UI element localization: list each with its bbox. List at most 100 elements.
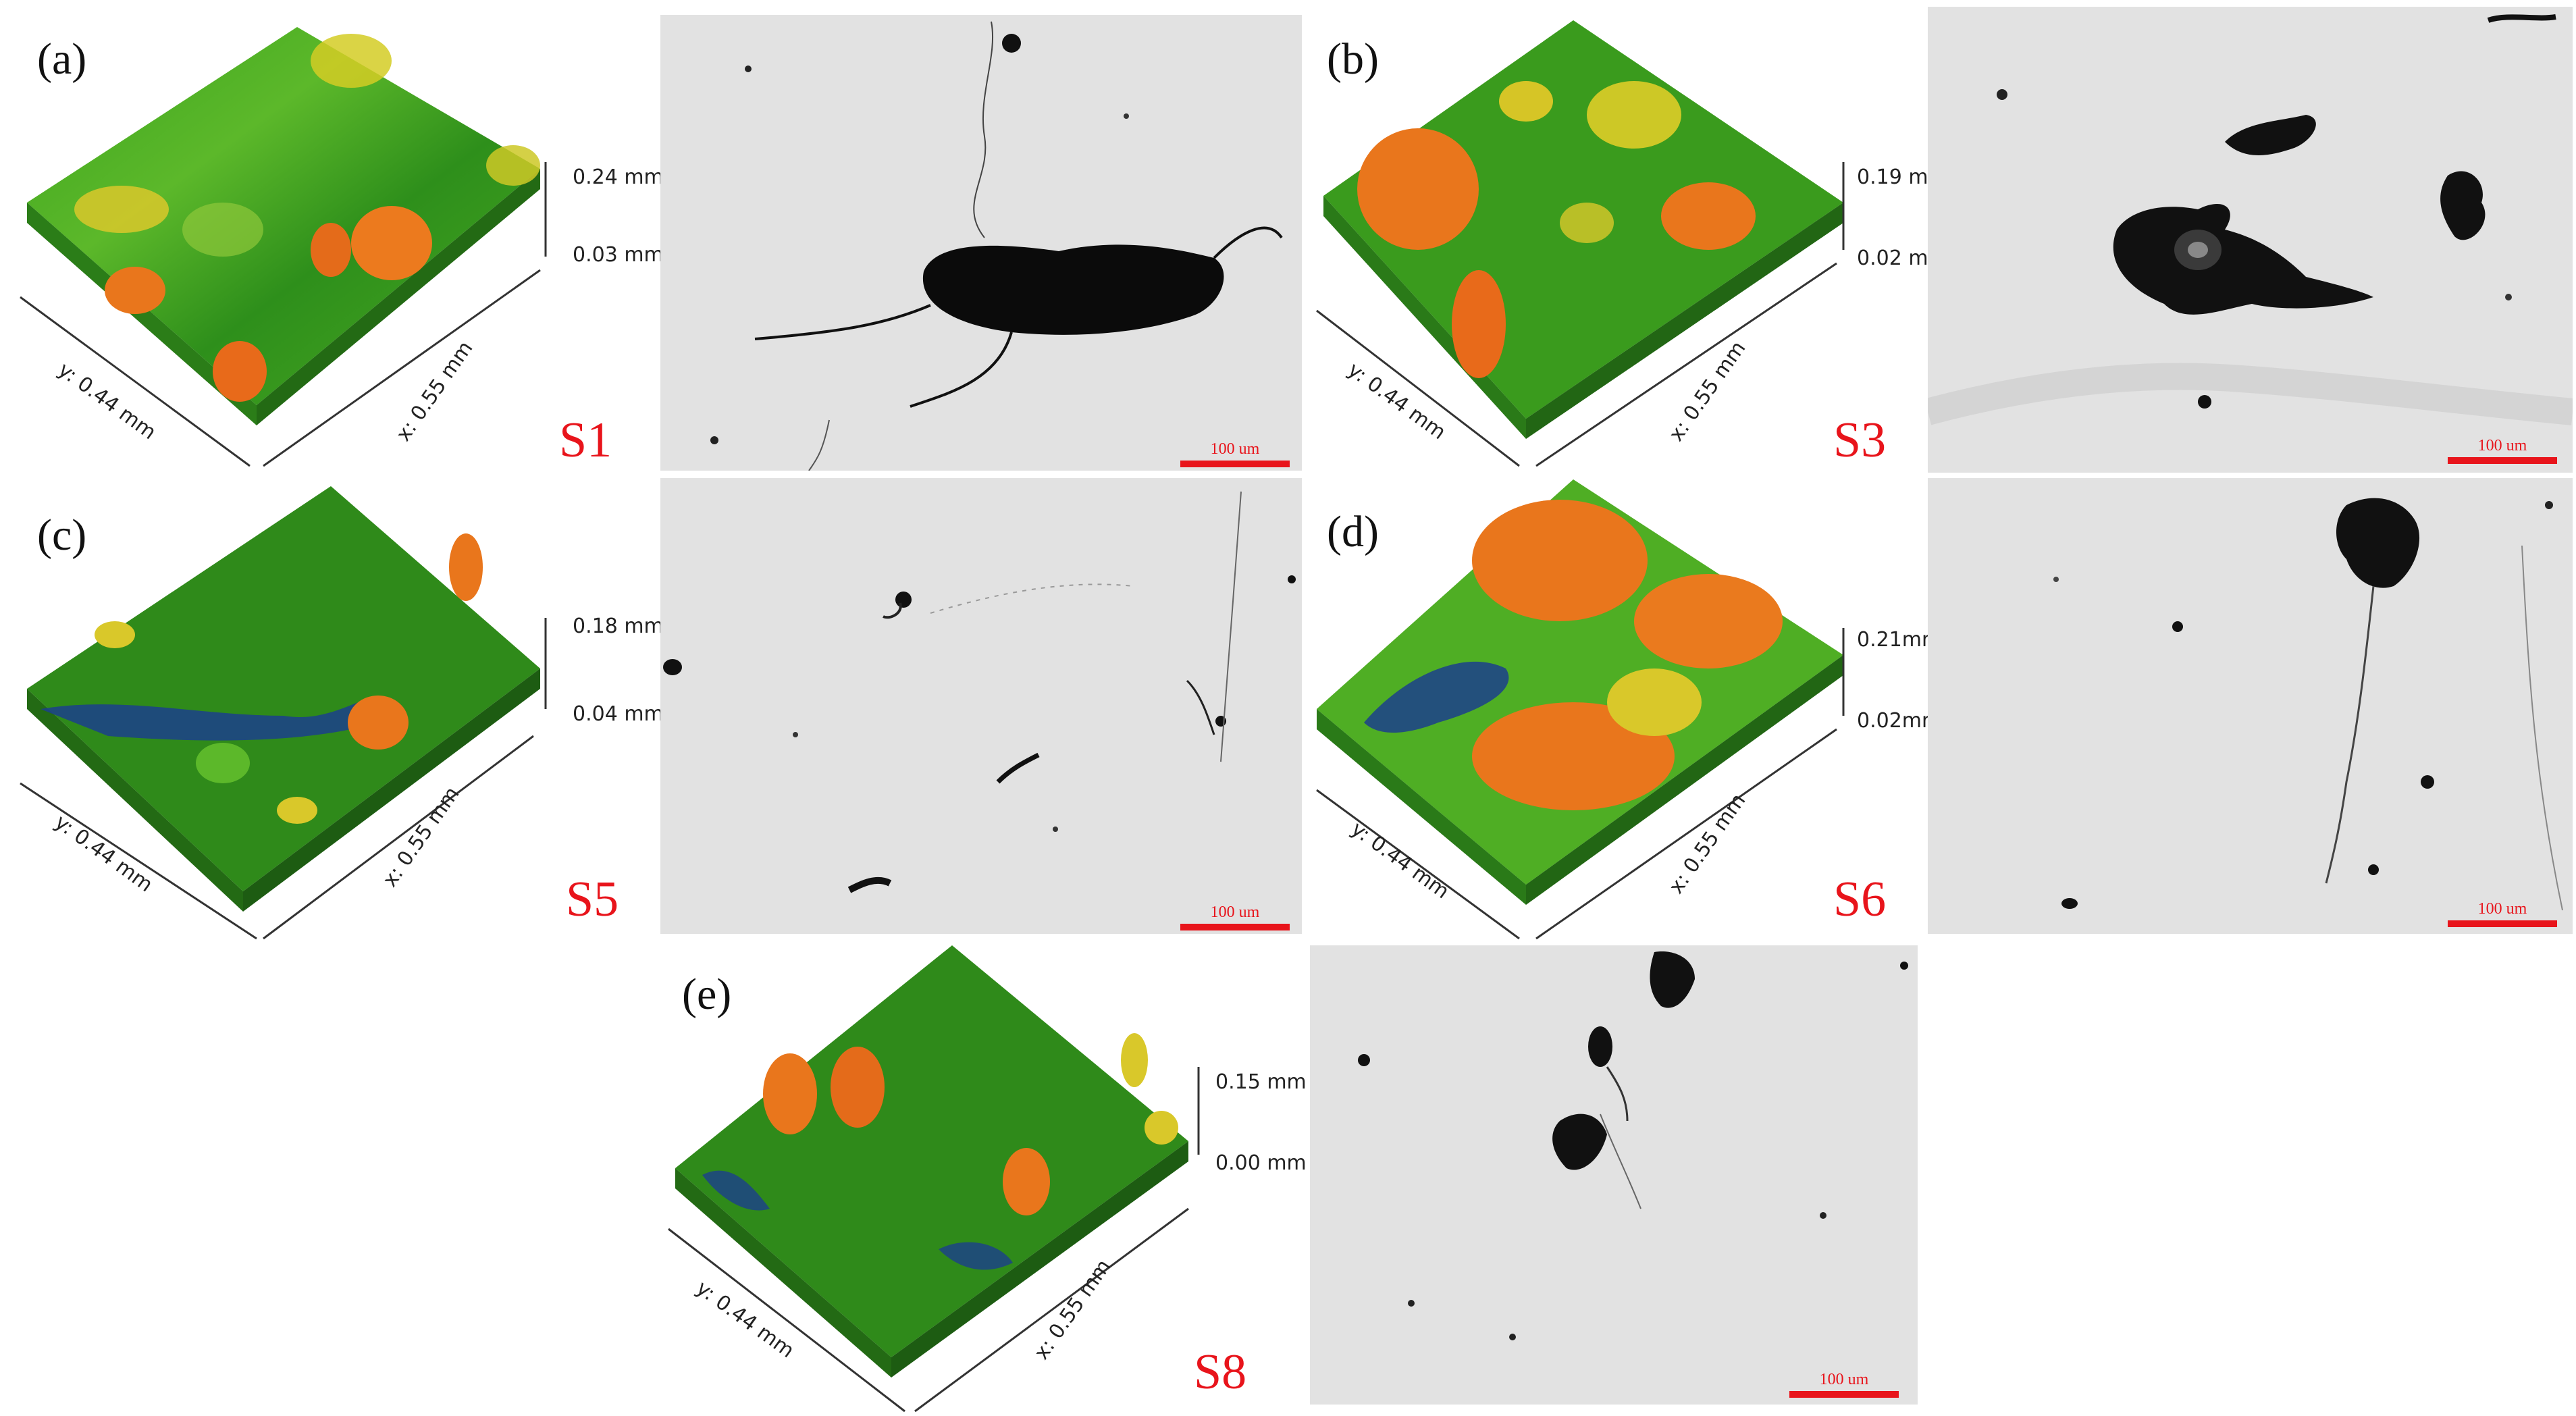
height-region bbox=[182, 203, 263, 257]
crack bbox=[973, 21, 994, 238]
scale-bar bbox=[2448, 920, 2557, 927]
defect bbox=[2053, 577, 2059, 582]
surface-plot-svg bbox=[1316, 20, 1845, 467]
scale-bar-label: 100 um bbox=[1819, 1371, 1869, 1388]
surface-plot-3d bbox=[648, 939, 1310, 1416]
height-region bbox=[1607, 668, 1702, 736]
defect bbox=[1650, 951, 1695, 1008]
height-peak bbox=[348, 696, 409, 750]
defect bbox=[2198, 395, 2211, 409]
crack bbox=[1220, 491, 1242, 762]
panel-a: (a) 0.24 mm 0.03 mm y: 0.4 bbox=[0, 0, 664, 479]
x-axis-line bbox=[1535, 262, 1837, 467]
defect bbox=[663, 659, 682, 675]
defect bbox=[847, 876, 892, 893]
defect bbox=[1588, 1026, 1612, 1067]
height-peak bbox=[1472, 702, 1675, 810]
y-axis-line bbox=[20, 296, 251, 467]
height-low bbox=[1364, 661, 1509, 733]
defect bbox=[2505, 294, 2512, 300]
crack bbox=[1606, 1066, 1629, 1122]
crack bbox=[754, 226, 1283, 408]
x-axis-line bbox=[914, 1207, 1189, 1413]
height-peak bbox=[1357, 128, 1479, 250]
defect bbox=[2368, 864, 2379, 875]
height-peak bbox=[311, 223, 351, 277]
surface bbox=[27, 486, 540, 891]
crack bbox=[2325, 585, 2375, 884]
surface bbox=[675, 945, 1188, 1357]
height-peak bbox=[1472, 500, 1648, 621]
defect bbox=[922, 244, 1224, 335]
micrograph: 100 um bbox=[1928, 7, 2573, 473]
panel-letter: (e) bbox=[682, 970, 732, 1019]
defect bbox=[1288, 575, 1296, 583]
height-region bbox=[1499, 81, 1553, 122]
scale-bar bbox=[2448, 457, 2557, 464]
surface-plot-3d bbox=[1303, 0, 1931, 479]
height-peak bbox=[763, 1053, 817, 1134]
surface bbox=[27, 27, 540, 405]
crack bbox=[1186, 679, 1215, 735]
z-bottom-label: 0.03 mm bbox=[573, 243, 664, 267]
surface-side bbox=[257, 169, 540, 425]
panel-letter: (a) bbox=[37, 34, 87, 84]
height-region bbox=[1560, 203, 1614, 243]
height-peak bbox=[449, 533, 483, 601]
scale-bar-label: 100 um bbox=[2477, 900, 2527, 918]
height-region bbox=[95, 621, 135, 648]
surface-side bbox=[243, 668, 540, 912]
scale-bar-label: 100 um bbox=[1210, 440, 1260, 458]
height-region bbox=[1121, 1033, 1148, 1087]
surface-side bbox=[1526, 203, 1843, 439]
y-axis-line bbox=[20, 782, 257, 940]
micrograph-svg bbox=[2053, 498, 2563, 911]
scratch bbox=[2521, 545, 2563, 911]
y-axis-line bbox=[1316, 789, 1520, 940]
surface-plot-3d bbox=[1303, 473, 1931, 945]
micrograph: 100 um bbox=[660, 478, 1302, 934]
x-axis-line bbox=[263, 735, 534, 940]
height-region bbox=[196, 743, 250, 783]
scratch bbox=[1600, 1113, 1641, 1209]
height-peak bbox=[831, 1047, 885, 1128]
surface-side bbox=[891, 1141, 1188, 1378]
height-region bbox=[486, 145, 540, 186]
panel-letter: (c) bbox=[37, 510, 87, 560]
height-peak bbox=[1452, 270, 1506, 378]
crack bbox=[808, 419, 830, 471]
defect bbox=[2061, 898, 2078, 909]
surface-plot-svg bbox=[20, 27, 547, 467]
surface-plot-svg bbox=[20, 486, 547, 940]
y-axis-line bbox=[668, 1228, 905, 1413]
defect bbox=[793, 732, 798, 737]
crack bbox=[883, 602, 902, 619]
defect bbox=[1997, 89, 2007, 100]
surface-side bbox=[1526, 655, 1843, 905]
scale-bar-label: 100 um bbox=[1210, 903, 1260, 921]
scale-bar bbox=[1180, 924, 1290, 930]
defect bbox=[1552, 1113, 1607, 1170]
micrograph-svg bbox=[663, 491, 1296, 893]
height-low bbox=[939, 1242, 1013, 1270]
surface-side bbox=[27, 689, 243, 912]
surface-side bbox=[27, 203, 257, 425]
height-peak bbox=[1634, 574, 1783, 668]
scale-bar bbox=[1789, 1391, 1899, 1398]
z-bottom-label: 0.00 mm bbox=[1215, 1151, 1307, 1175]
height-peak bbox=[213, 341, 267, 402]
scale-bar-label: 100 um bbox=[2477, 437, 2527, 454]
height-peak bbox=[1661, 182, 1756, 250]
defect bbox=[1820, 1212, 1826, 1219]
defect bbox=[1124, 113, 1129, 119]
height-peak bbox=[351, 206, 432, 280]
defect bbox=[1358, 1054, 1370, 1066]
z-top-label: 0.15 mm bbox=[1215, 1070, 1307, 1094]
height-region bbox=[1145, 1111, 1178, 1145]
sample-label: S3 bbox=[1833, 413, 1887, 468]
sample-label: S6 bbox=[1833, 872, 1887, 927]
defect bbox=[2336, 498, 2420, 588]
panel-d: (d) 0.21mm 0.02mm y: 0.44 mm x: 0.55 mm … bbox=[1303, 473, 1941, 945]
scratch bbox=[930, 583, 1134, 614]
height-peak bbox=[1003, 1148, 1050, 1215]
